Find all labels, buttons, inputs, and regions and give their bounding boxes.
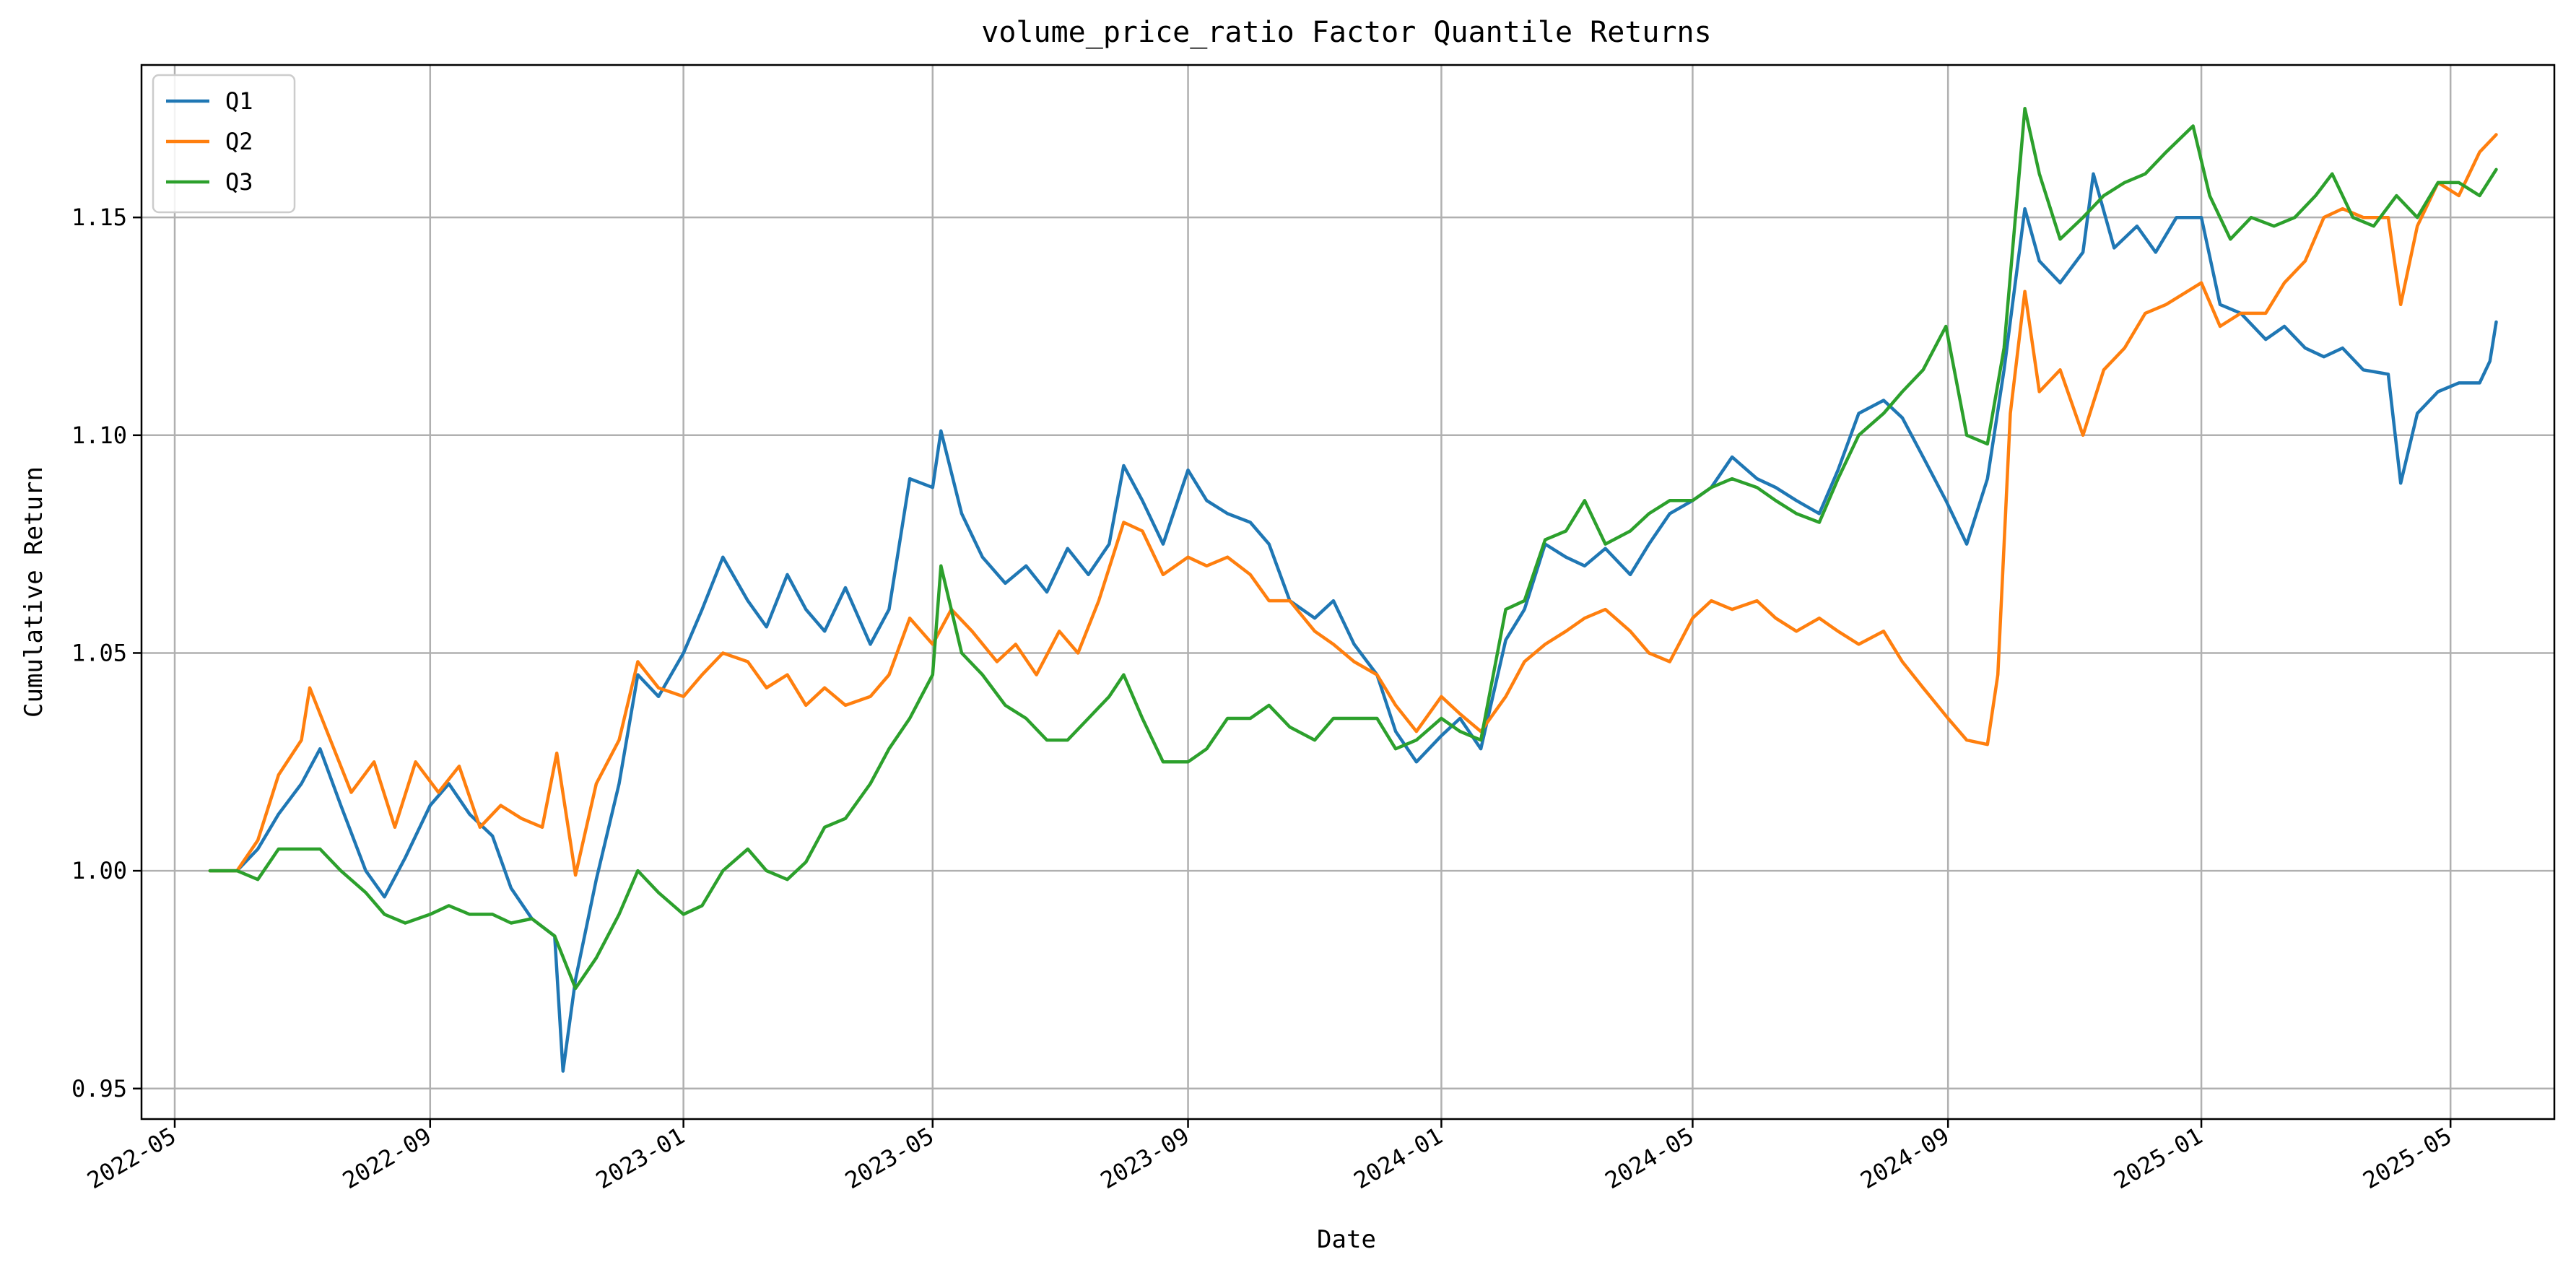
x-tick-label: 2025-01 [2109,1122,2207,1194]
legend-label-q1: Q1 [225,87,253,115]
series-lines [208,107,2498,1073]
x-tick-label: 2022-09 [338,1122,436,1194]
chart-legend: Q1 Q2 Q3 [152,74,296,214]
grid-lines [142,65,2554,1119]
y-tick-label: 0.95 [71,1075,127,1102]
y-tick-label: 1.00 [71,857,127,884]
x-axis-label: Date [1317,1225,1376,1254]
series-line-q2 [208,133,2498,877]
y-axis-label: Cumulative Return [19,466,48,718]
x-tick-label: 2022-05 [82,1122,180,1194]
x-tick-label: 2023-09 [1096,1122,1194,1194]
x-tick-label: 2025-05 [2358,1122,2456,1194]
y-tick-label: 1.05 [71,639,127,666]
x-axis: 2022-05 2022-09 2023-01 2023-05 2023-09 2024-… [82,1119,2456,1194]
legend-label-q2: Q2 [225,128,253,155]
chart-title: volume_price_ratio Factor Quantile Retur… [981,16,1711,49]
x-tick-label: 2024-01 [1349,1122,1448,1194]
x-tick-label: 2023-01 [591,1122,689,1194]
series-line-q1 [208,172,2498,1073]
series-line-q3 [208,107,2498,991]
x-tick-label: 2024-09 [1855,1122,1954,1194]
legend-label-q3: Q3 [225,168,253,196]
y-tick-label: 1.10 [71,422,127,449]
legend-box [152,74,296,214]
x-tick-label: 2023-05 [840,1122,939,1194]
y-axis: 0.95 1.00 1.05 1.10 1.15 [71,204,142,1102]
y-tick-label: 1.15 [71,204,127,231]
plot-area-frame [140,64,2556,1120]
x-tick-label: 2024-05 [1601,1122,1699,1194]
